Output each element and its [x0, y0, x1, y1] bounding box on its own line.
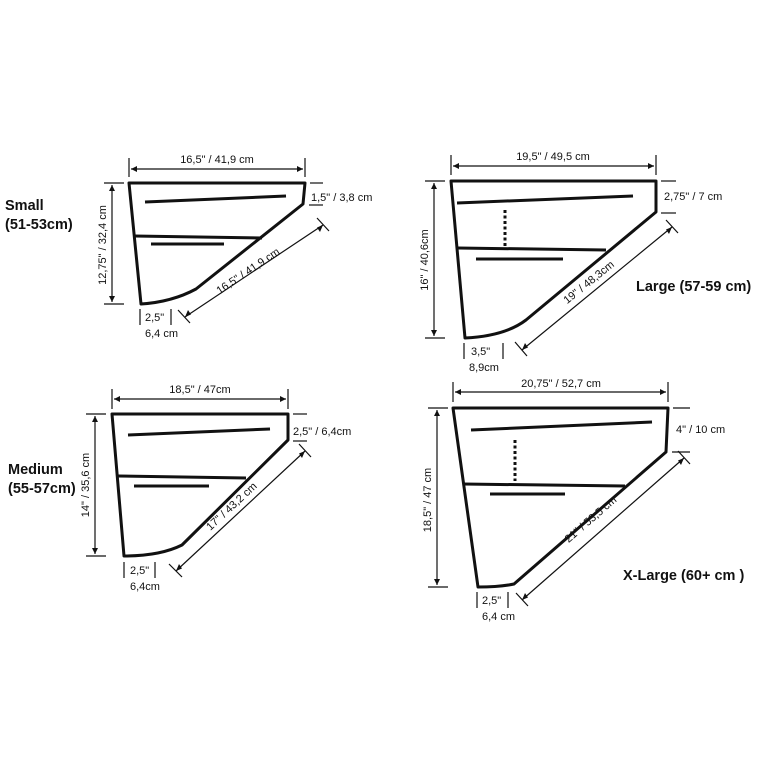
medium-bottom-cm-label: 6,4cm	[130, 581, 160, 593]
xlarge-pattern-outline	[451, 406, 670, 589]
small-size-range: (51-53cm)	[5, 217, 73, 233]
xlarge-pocket-line-mid	[462, 482, 626, 488]
small-diagonal-dim-line	[184, 224, 324, 318]
medium-pocket-line-top	[127, 427, 271, 437]
large-bottom-in-label: 3,5"	[471, 346, 490, 358]
small-diagonal-label: 16,5" / 41,9 cm	[214, 246, 282, 297]
small-bottom-in-label: 2,5"	[145, 312, 164, 324]
medium-size-range: (55-57cm)	[8, 481, 76, 497]
large-width-label: 19,5" / 49,5 cm	[516, 151, 590, 163]
small-pocket-line-top	[144, 194, 287, 204]
xlarge-bottom-in-label: 2,5"	[482, 595, 501, 607]
large-diagonal-dim-line	[521, 226, 673, 351]
small-pattern-outline	[127, 181, 307, 306]
large-height-label: 16" / 40,6cm	[419, 229, 431, 290]
large-diagonal-tick-a	[514, 341, 528, 357]
large-bottom-cm-label: 8,9cm	[469, 362, 499, 374]
small-height-label: 12,75" / 32,4 cm	[97, 205, 109, 285]
medium-pattern: Medium (55-57cm) 18,5" / 47cm 14" / 35,6…	[8, 384, 351, 593]
medium-pattern-outline	[110, 412, 290, 558]
xlarge-bottom-cm-label: 6,4 cm	[482, 611, 515, 623]
xlarge-corner-label: 4" / 10 cm	[676, 424, 725, 436]
xlarge-diagonal-tick-a	[515, 592, 529, 607]
small-diagonal-tick-a	[177, 309, 191, 324]
large-diagonal-tick-b	[665, 219, 679, 234]
small-size-label: Small	[5, 198, 44, 214]
medium-width-label: 18,5" / 47cm	[169, 384, 230, 396]
xlarge-diagonal-dim-line	[521, 457, 685, 601]
xlarge-height-label: 18,5" / 47 cm	[422, 468, 434, 532]
small-corner-label: 1,5" / 3,8 cm	[311, 192, 372, 204]
xlarge-pocket-line-top	[470, 420, 653, 432]
large-pocket-line-top	[456, 194, 634, 205]
medium-pocket-line-mid	[117, 474, 247, 480]
medium-diagonal-dim-line	[175, 450, 306, 572]
medium-bottom-in-label: 2,5"	[130, 565, 149, 577]
medium-height-label: 14" / 35,6 cm	[80, 453, 92, 517]
medium-corner-label: 2,5" / 6,4cm	[293, 426, 351, 438]
medium-diagonal-tick-b	[298, 443, 312, 458]
medium-diagonal-tick-a	[168, 563, 183, 578]
small-pattern: Small (51-53cm) 16,5" / 41,9 cm 12,75" /…	[5, 154, 372, 340]
large-pocket-line-mid	[457, 246, 607, 252]
medium-diagonal-label: 17" / 43,2 cm	[204, 480, 259, 533]
small-bottom-cm-label: 6,4 cm	[145, 328, 178, 340]
large-pattern-outline	[449, 179, 658, 340]
xlarge-size-label: X-Large (60+ cm )	[623, 568, 744, 584]
small-diagonal-tick-b	[316, 217, 330, 232]
small-pocket-line-mid	[133, 234, 263, 240]
xlarge-diagonal-label: 21" / 53,5 cm	[563, 494, 620, 545]
large-pattern: Large (57-59 cm) 19,5" / 49,5 cm 16" / 4…	[419, 151, 751, 374]
xlarge-width-label: 20,75" / 52,7 cm	[521, 378, 601, 390]
large-corner-label: 2,75" / 7 cm	[664, 191, 722, 203]
small-width-label: 16,5" / 41,9 cm	[180, 154, 254, 166]
xlarge-diagonal-tick-b	[677, 450, 691, 465]
large-size-label: Large (57-59 cm)	[636, 279, 751, 295]
xlarge-pattern: X-Large (60+ cm ) 20,75" / 52,7 cm 18,5"…	[422, 378, 744, 623]
medium-size-label: Medium	[8, 462, 63, 478]
